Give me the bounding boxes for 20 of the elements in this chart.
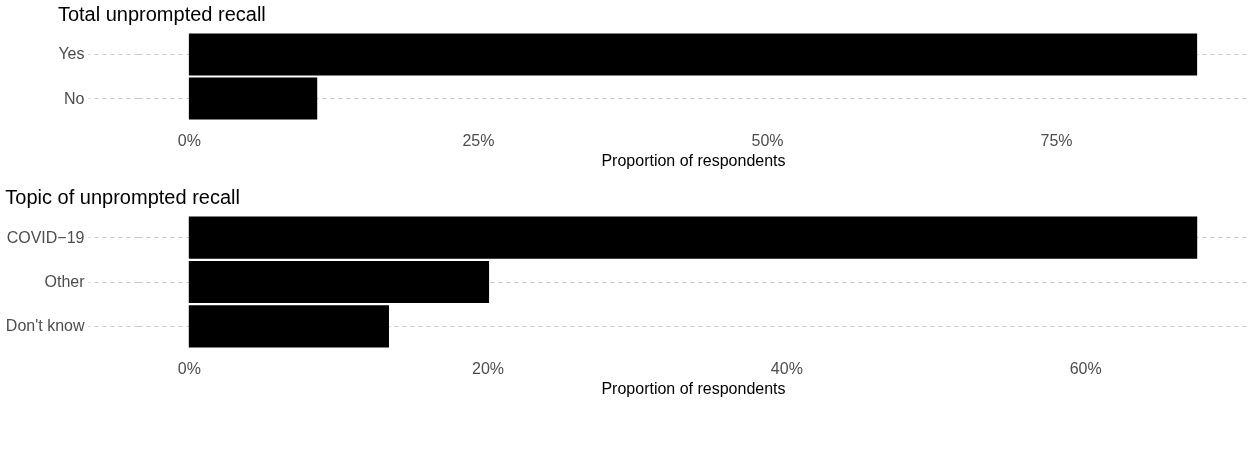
y-tick-label: Other [44,273,86,290]
x-tick-label: 75% [1040,131,1073,149]
x-tick-label: 0% [177,131,201,149]
bar [188,260,490,304]
x-tick-label: 50% [751,131,784,149]
y-tick-label: Don't know [5,317,85,335]
chart-title: Topic of unprompted recall [5,186,240,208]
x-tick-label: 40% [770,359,803,377]
y-tick-label: No [64,89,85,107]
chart-title: Total unprompted recall [57,3,266,25]
x-axis-title: Proportion of respondents [601,151,786,169]
bar [188,305,389,348]
x-tick-label: 20% [472,359,505,377]
x-tick-label: 0% [177,359,201,377]
x-tick-label: 25% [462,131,495,149]
x-tick-label: 60% [1069,359,1102,377]
bar [188,216,1198,259]
x-axis-title: Proportion of respondents [601,379,786,397]
y-tick-label: COVID−19 [6,228,85,246]
y-tick-label: Yes [58,45,85,63]
